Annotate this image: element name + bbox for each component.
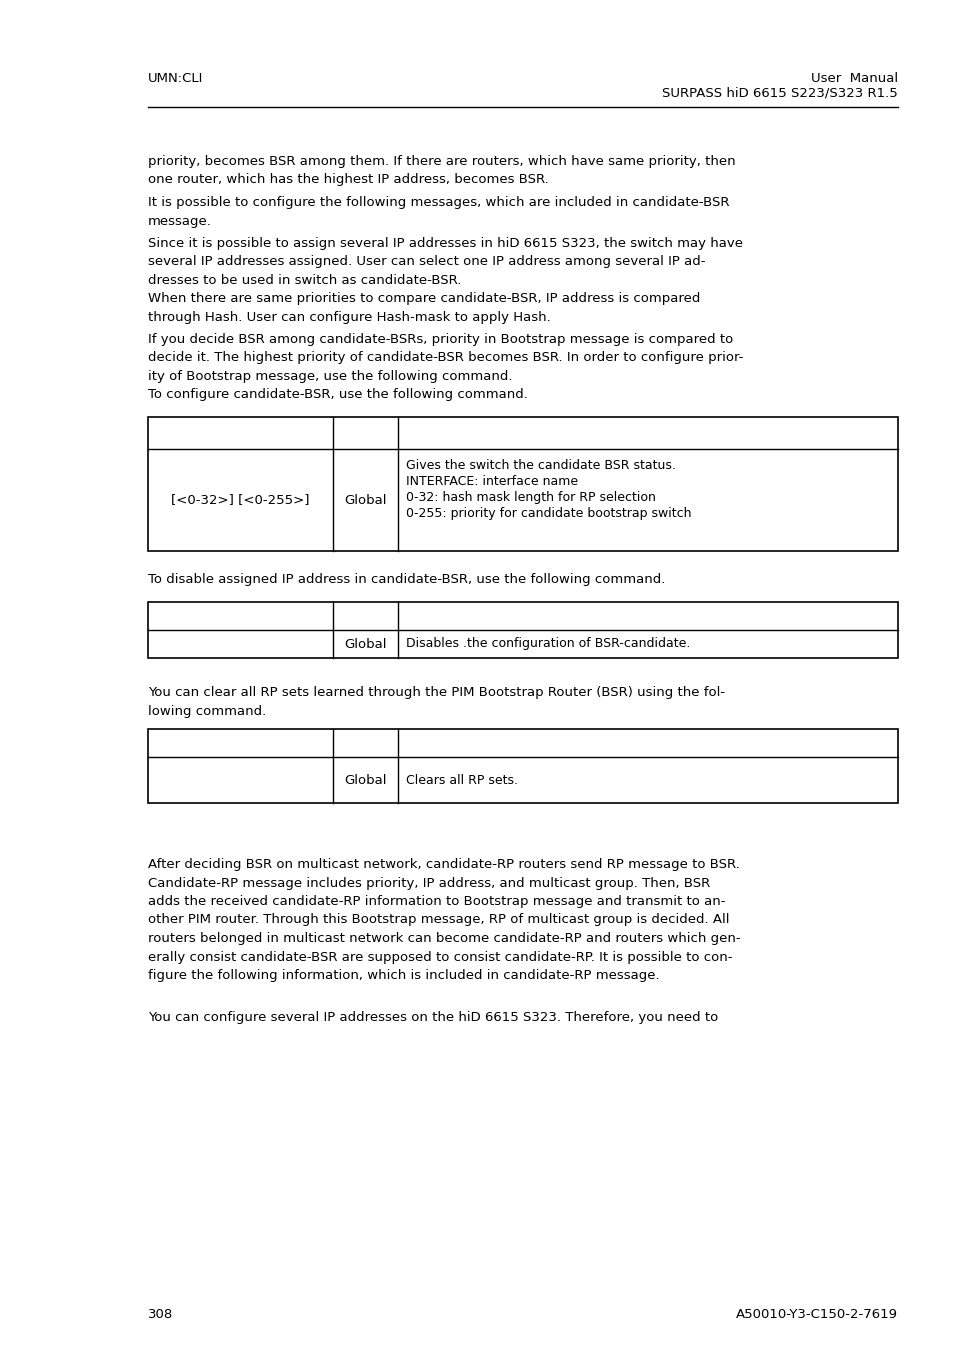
Text: Global: Global: [344, 774, 386, 787]
Text: Global: Global: [344, 637, 386, 651]
Text: If you decide BSR among candidate-BSRs, priority in Bootstrap message is compare: If you decide BSR among candidate-BSRs, …: [148, 333, 742, 383]
Text: priority, becomes BSR among them. If there are routers, which have same priority: priority, becomes BSR among them. If the…: [148, 155, 735, 186]
Text: Disables .the configuration of BSR-candidate.: Disables .the configuration of BSR-candi…: [406, 637, 690, 651]
Text: UMN:CLI: UMN:CLI: [148, 72, 203, 85]
Text: 308: 308: [148, 1308, 173, 1322]
Text: To disable assigned IP address in candidate-BSR, use the following command.: To disable assigned IP address in candid…: [148, 572, 664, 586]
Text: You can clear all RP sets learned through the PIM Bootstrap Router (BSR) using t: You can clear all RP sets learned throug…: [148, 686, 724, 717]
Bar: [148, 417, 897, 551]
Text: Clears all RP sets.: Clears all RP sets.: [406, 774, 517, 787]
Text: Gives the switch the candidate BSR status.: Gives the switch the candidate BSR statu…: [406, 459, 675, 472]
Text: INTERFACE: interface name: INTERFACE: interface name: [406, 475, 578, 487]
Text: [<0-32>] [<0-255>]: [<0-32>] [<0-255>]: [172, 494, 310, 506]
Text: SURPASS hiD 6615 S223/S323 R1.5: SURPASS hiD 6615 S223/S323 R1.5: [661, 86, 897, 99]
Text: When there are same priorities to compare candidate-BSR, IP address is compared
: When there are same priorities to compar…: [148, 292, 700, 324]
Text: After deciding BSR on multicast network, candidate-RP routers send RP message to: After deciding BSR on multicast network,…: [148, 859, 740, 981]
Text: It is possible to configure the following messages, which are included in candid: It is possible to configure the followin…: [148, 196, 729, 228]
Text: You can configure several IP addresses on the hiD 6615 S323. Therefore, you need: You can configure several IP addresses o…: [148, 1011, 718, 1025]
Text: A50010-Y3-C150-2-7619: A50010-Y3-C150-2-7619: [735, 1308, 897, 1322]
Text: To configure candidate-BSR, use the following command.: To configure candidate-BSR, use the foll…: [148, 387, 527, 401]
Bar: [148, 729, 897, 803]
Text: 0-255: priority for candidate bootstrap switch: 0-255: priority for candidate bootstrap …: [406, 508, 691, 520]
Text: User  Manual: User Manual: [810, 72, 897, 85]
Text: Global: Global: [344, 494, 386, 506]
Text: 0-32: hash mask length for RP selection: 0-32: hash mask length for RP selection: [406, 491, 656, 504]
Text: Since it is possible to assign several IP addresses in hiD 6615 S323, the switch: Since it is possible to assign several I…: [148, 238, 742, 288]
Bar: [148, 602, 897, 657]
